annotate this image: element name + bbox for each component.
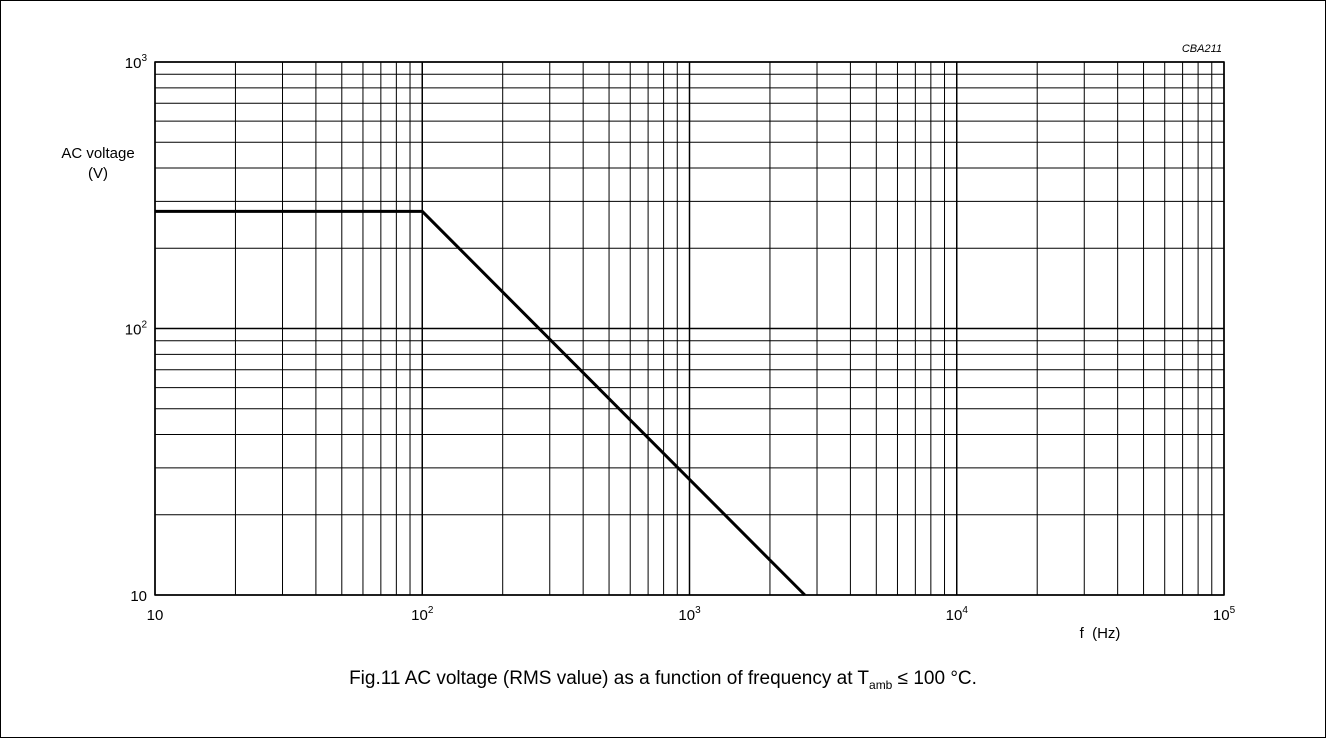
plot-border [154,61,1225,596]
y-tick-labels: 10 102 103 [125,53,148,605]
x-tick-labels: 10 102 103 104 105 [147,605,1236,624]
figure-code: CBA211 [1182,43,1222,55]
caption-subscript: amb [869,677,893,692]
x-tick-label: 10 [147,607,164,624]
x-tick-label: 103 [678,605,701,624]
y-axis-label-line2: (V) [88,165,108,182]
y-tick-label: 10 [130,588,147,605]
series-line [155,209,806,597]
y-tick-label: 102 [125,320,148,339]
series-layer [155,209,806,597]
figure-caption: Fig.11 AC voltage (RMS value) as a funct… [0,668,1326,692]
x-axis-label: f (Hz) [1080,625,1121,642]
caption-prefix: Fig.11 AC voltage (RMS value) as a funct… [349,668,870,689]
caption-suffix: ≤ 100 °C. [892,668,977,689]
x-tick-label: 104 [946,605,969,624]
x-tick-label: 102 [411,605,434,624]
x-tick-label: 105 [1213,605,1236,624]
y-tick-label: 103 [125,53,148,72]
y-axis-label-line1: AC voltage [61,145,134,162]
